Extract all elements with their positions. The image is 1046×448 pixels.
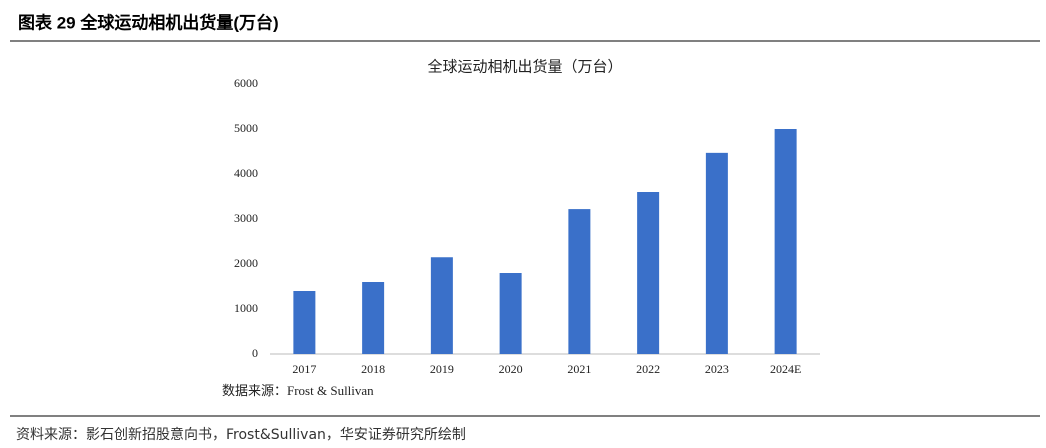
y-tick-label: 2000 (234, 256, 258, 270)
footer-source: 资料来源：影石创新招股意向书，Frost&Sullivan，华安证券研究所绘制 (16, 426, 466, 443)
x-tick-label: 2024E (770, 362, 801, 376)
x-tick-label: 2017 (292, 362, 316, 376)
x-tick-label: 2021 (567, 362, 591, 376)
chart-title: 全球运动相机出货量（万台） (427, 57, 622, 75)
bar (637, 192, 660, 354)
header-title: 图表 29 全球运动相机出货量(万台) (18, 12, 279, 32)
bar (705, 152, 728, 354)
bar (774, 129, 797, 354)
bar (293, 291, 316, 354)
bar (568, 209, 591, 354)
bar (499, 273, 522, 354)
y-tick-label: 1000 (234, 301, 258, 315)
y-tick-label: 0 (252, 346, 258, 360)
x-tick-label: 2020 (499, 362, 523, 376)
y-tick-label: 5000 (234, 121, 258, 135)
y-tick-label: 3000 (234, 211, 258, 225)
y-tick-label: 6000 (234, 76, 258, 90)
y-tick-label: 4000 (234, 166, 258, 180)
source-note: 数据来源：Frost & Sullivan (222, 383, 374, 398)
x-tick-label: 2019 (430, 362, 454, 376)
x-tick-label: 2022 (636, 362, 660, 376)
bar (430, 257, 453, 354)
x-tick-label: 2018 (361, 362, 385, 376)
x-tick-label: 2023 (705, 362, 729, 376)
bar (362, 282, 385, 354)
